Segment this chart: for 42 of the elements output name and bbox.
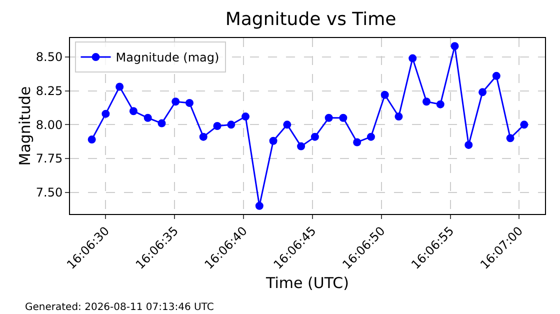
y-tick-label: 8.25 bbox=[36, 84, 63, 98]
point bbox=[464, 140, 473, 149]
legend-label: Magnitude (mag) bbox=[116, 50, 220, 65]
point bbox=[199, 132, 208, 141]
y-tick-label: 8.50 bbox=[36, 50, 63, 64]
x-axis-title: Time (UTC) bbox=[265, 274, 349, 292]
point bbox=[492, 72, 500, 80]
point bbox=[242, 112, 250, 121]
y-axis-title: Magnitude bbox=[16, 86, 34, 166]
point bbox=[310, 132, 319, 141]
point bbox=[450, 42, 459, 50]
point bbox=[478, 88, 487, 96]
point bbox=[324, 114, 333, 122]
point bbox=[227, 120, 236, 129]
point bbox=[102, 110, 110, 118]
point bbox=[506, 134, 514, 142]
y-tick-label: 7.50 bbox=[36, 186, 63, 200]
point bbox=[297, 142, 306, 150]
text: Generated: 2026-08-11 07:13:46 UTC bbox=[25, 302, 214, 313]
point bbox=[88, 136, 96, 144]
point bbox=[158, 119, 166, 128]
point bbox=[172, 98, 180, 106]
point bbox=[436, 100, 444, 108]
point bbox=[144, 114, 152, 122]
point bbox=[394, 112, 403, 121]
point bbox=[380, 90, 389, 99]
point bbox=[269, 136, 278, 145]
point bbox=[353, 138, 362, 146]
y-tick-label: 8.00 bbox=[36, 118, 63, 132]
y-tick-label: 7.75 bbox=[36, 152, 63, 166]
point bbox=[185, 98, 194, 107]
chart-title: Magnitude vs Time bbox=[225, 9, 396, 30]
point bbox=[520, 120, 528, 129]
point bbox=[116, 82, 124, 91]
point bbox=[129, 107, 138, 116]
point bbox=[366, 132, 375, 141]
point bbox=[213, 122, 222, 130]
point bbox=[283, 120, 292, 129]
point bbox=[408, 54, 417, 62]
point bbox=[422, 98, 430, 106]
point bbox=[255, 202, 264, 210]
point bbox=[339, 114, 348, 122]
